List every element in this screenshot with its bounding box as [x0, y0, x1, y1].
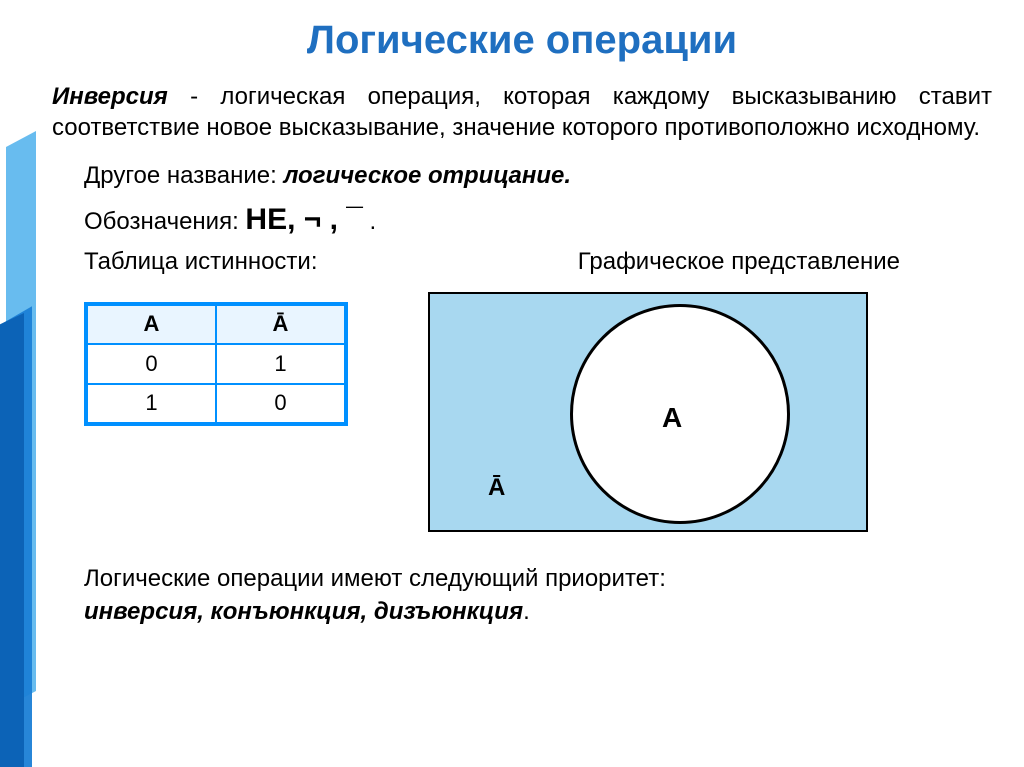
alt-name-label: Другое название:: [84, 162, 283, 189]
truth-table: АĀ0110: [84, 302, 348, 426]
venn-diagram: A Ā: [428, 292, 868, 532]
table-row: 10: [86, 384, 346, 424]
truth-table-wrap: АĀ0110: [84, 292, 348, 426]
notation-line: Обозначения: НЕ, ¬ , ¯ .: [44, 196, 1000, 244]
venn-inside-label: A: [662, 402, 682, 434]
truth-table-label: Таблица истинности:: [84, 248, 318, 276]
slide-content: Логические операции Инверсия - логическа…: [44, 18, 1000, 629]
section-labels-row: Таблица истинности: Графическое представ…: [44, 248, 1000, 276]
priority-intro: Логические операции имеют следующий прио…: [84, 562, 1000, 596]
table-header: Ā: [216, 304, 346, 344]
visuals-row: АĀ0110 A Ā: [44, 292, 1000, 532]
definition-text: Инверсия - логическая операция, которая …: [44, 81, 1000, 143]
notation-tail: .: [363, 208, 376, 235]
alt-name-line: Другое название: логическое отрицание.: [44, 157, 1000, 195]
definition-body: - логическая операция, которая каждому в…: [52, 83, 992, 141]
venn-outside-label: Ā: [488, 474, 505, 502]
alt-name-value: логическое отрицание.: [283, 162, 571, 189]
table-cell: 1: [86, 384, 216, 424]
priority-line: инверсия, конъюнкция, дизъюнкция.: [84, 595, 1000, 629]
notation-label: Обозначения:: [84, 208, 245, 235]
graphical-label: Графическое представление: [578, 248, 900, 276]
table-row: 01: [86, 344, 346, 384]
priority-block: Логические операции имеют следующий прио…: [44, 562, 1000, 629]
table-cell: 0: [86, 344, 216, 384]
priority-list: инверсия, конъюнкция, дизъюнкция: [84, 598, 523, 625]
table-cell: 0: [216, 384, 346, 424]
priority-tail: .: [523, 598, 530, 625]
term-inversion: Инверсия: [52, 83, 168, 110]
page-title: Логические операции: [44, 18, 1000, 63]
notation-symbols: НЕ, ¬ , ¯: [245, 203, 362, 236]
side-decoration: [0, 0, 36, 767]
venn-wrap: A Ā: [428, 292, 960, 532]
table-cell: 1: [216, 344, 346, 384]
table-header: А: [86, 304, 216, 344]
